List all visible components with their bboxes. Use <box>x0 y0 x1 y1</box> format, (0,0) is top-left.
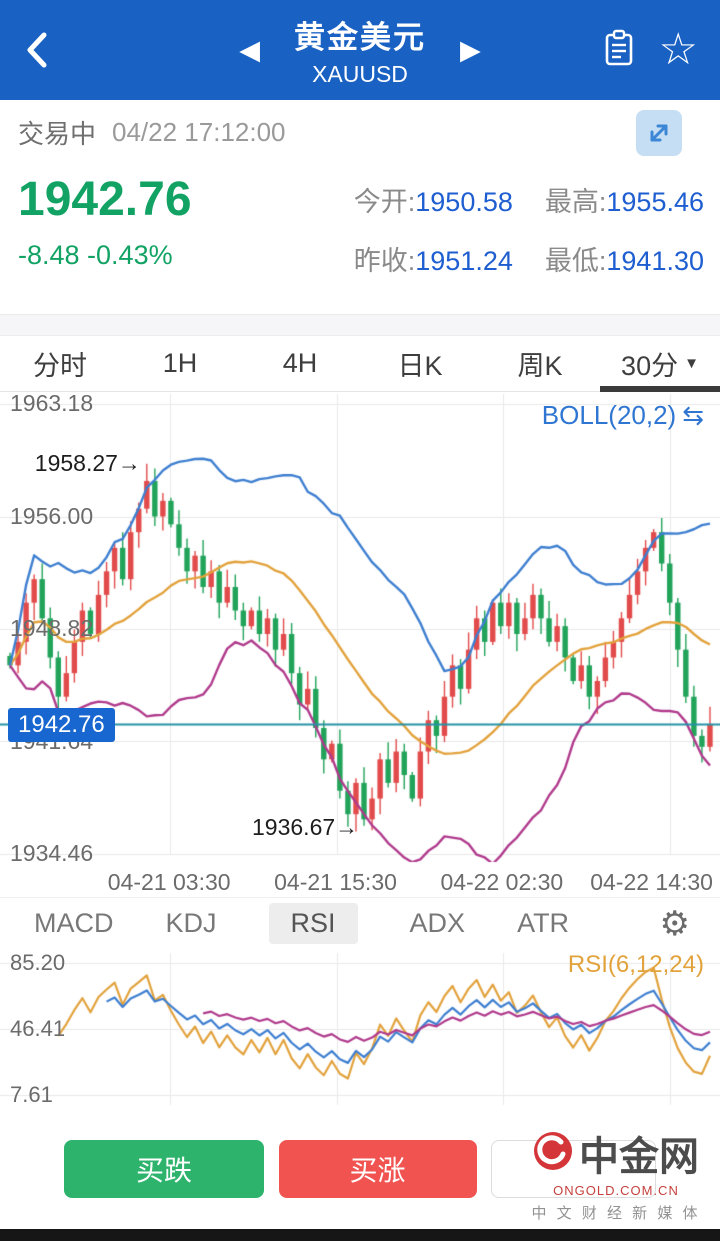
tab-label: 分时 <box>33 351 87 381</box>
tab-timeline[interactable]: 分时 <box>0 336 120 391</box>
selected-tab-underline <box>600 386 720 392</box>
watermark-tagline: 中 文 财 经 新 媒 体 <box>531 1205 701 1222</box>
order-button[interactable] <box>491 1140 656 1198</box>
rsi-y-label: 46.41 <box>10 1015 66 1041</box>
tab-rsi[interactable]: RSI <box>268 903 358 944</box>
section-divider <box>0 314 720 336</box>
high-value: 1955.46 <box>606 187 704 217</box>
rsi-indicator-label: RSI(6,12,24) <box>567 951 704 978</box>
quote-section: 1942.76 -8.48 -0.43% 今开:1950.58 最高:1955.… <box>0 164 720 314</box>
low-annotation: 1936.67→ <box>252 813 359 840</box>
fullscreen-expand-icon[interactable] <box>636 110 682 156</box>
buy-button-label: 买涨 <box>349 1155 406 1186</box>
watermark-logo-icon <box>533 1131 573 1176</box>
watermark-brand: 中金网 <box>579 1135 699 1179</box>
indicator-tab-bar: MACD KDJ RSI ADX ATR ⚙ <box>0 897 720 949</box>
tab-label: 日K <box>397 351 443 381</box>
prev-symbol-icon[interactable]: ◀ <box>239 34 260 65</box>
page-title: 黄金美元 <box>294 20 426 55</box>
tab-daily[interactable]: 日K <box>360 336 480 391</box>
chevron-down-icon: ▼ <box>684 355 699 372</box>
header-actions: ☆ <box>603 0 698 100</box>
sell-button[interactable]: 买跌 <box>64 1140 264 1198</box>
tab-adx[interactable]: ADX <box>409 908 466 938</box>
high-annotation: 1958.27→ <box>34 449 141 476</box>
tab-label: 4H <box>282 348 318 378</box>
high-stat: 最高:1955.46 <box>545 180 704 219</box>
rsi-chart[interactable] <box>0 949 720 1109</box>
main-chart-panel: BOLL(20,2) ⇆ 1963.18 1956.00 1948.82 194… <box>0 390 720 897</box>
candlestick-chart[interactable] <box>0 392 720 867</box>
quote-stats: 今开:1950.58 最高:1955.46 昨收:1951.24 最低:1941… <box>354 180 704 278</box>
stats-row: 今开:1950.58 最高:1955.46 <box>354 180 704 219</box>
period-tab-bar: 分时 1H 4H 日K 周K 30分 ▼ <box>0 336 720 392</box>
watermark-header: 中金网 <box>518 1124 714 1182</box>
open-value: 1950.58 <box>415 187 513 217</box>
buy-button[interactable]: 买涨 <box>278 1140 477 1198</box>
status-row: 交易中 04/22 17:12:00 <box>0 100 720 164</box>
sell-button-label: 买跌 <box>135 1155 192 1186</box>
symbol-switcher: ◀ 黄金美元 XAUUSD ▶ <box>0 0 720 100</box>
open-stat: 今开:1950.58 <box>354 180 513 219</box>
high-label: 最高: <box>544 187 607 217</box>
x-axis-label: 04-22 02:30 <box>440 869 564 895</box>
low-label: 最低: <box>544 246 607 276</box>
app-header: ◀ 黄金美元 XAUUSD ▶ ☆ <box>0 0 720 100</box>
y-axis-label: 1963.18 <box>10 390 94 416</box>
tab-atr[interactable]: ATR <box>517 908 570 938</box>
tab-1h[interactable]: 1H <box>120 336 240 391</box>
x-axis-label: 04-21 15:30 <box>274 869 397 895</box>
rsi-panel: RSI(6,12,24) 85.20 46.41 7.61 <box>0 949 720 1109</box>
swap-indicator-icon: ⇆ <box>682 400 704 430</box>
y-axis-label: 1934.46 <box>10 840 94 866</box>
prev-close-label: 昨收: <box>353 246 416 276</box>
stats-row: 昨收:1951.24 最低:1941.30 <box>354 239 704 278</box>
symbol-code: XAUUSD <box>312 61 408 87</box>
next-symbol-icon[interactable]: ▶ <box>460 34 481 65</box>
low-stat: 最低:1941.30 <box>545 239 704 278</box>
tab-kdj[interactable]: KDJ <box>165 908 217 938</box>
gear-icon[interactable]: ⚙ <box>659 904 690 943</box>
price-change: -8.48 -0.43% <box>18 240 173 270</box>
tab-4h[interactable]: 4H <box>240 336 360 391</box>
prev-close-value: 1951.24 <box>415 246 513 276</box>
x-axis-label: 04-21 03:30 <box>107 869 231 895</box>
rsi-y-label: 85.20 <box>10 950 66 975</box>
x-axis-label: 04-22 14:30 <box>590 869 713 895</box>
boll-label-text: BOLL(20,2) <box>541 400 677 430</box>
current-price-tag: 1942.76 <box>8 707 115 742</box>
last-price: 1942.76 <box>18 173 192 226</box>
watermark-domain: ONGOLD.COM.CN <box>553 1183 679 1198</box>
y-axis-label: 1956.00 <box>10 502 94 529</box>
boll-indicator-label[interactable]: BOLL(20,2) ⇆ <box>542 400 704 431</box>
trading-status: 交易中 <box>18 118 97 149</box>
trade-actions: 买跌 买涨 <box>0 1109 720 1229</box>
back-icon[interactable] <box>22 30 52 75</box>
rsi-y-label: 7.61 <box>10 1082 53 1107</box>
system-nav-bar <box>0 1229 720 1241</box>
symbol-title-block: 黄金美元 XAUUSD <box>294 12 426 88</box>
tab-weekly[interactable]: 周K <box>480 336 600 391</box>
favorite-star-icon[interactable]: ☆ <box>658 25 698 74</box>
tab-label: 30分 <box>621 351 679 381</box>
prev-close-stat: 昨收:1951.24 <box>354 239 513 278</box>
tab-label: 1H <box>162 348 198 378</box>
tab-30min[interactable]: 30分 ▼ <box>600 336 720 391</box>
y-axis-label: 1948.82 <box>10 615 94 641</box>
low-value: 1941.30 <box>606 246 704 276</box>
order-list-icon[interactable] <box>603 28 635 73</box>
status-datetime: 04/22 17:12:00 <box>112 116 286 147</box>
tab-macd[interactable]: MACD <box>34 908 114 938</box>
open-label: 今开: <box>353 187 416 217</box>
watermark: 中金网 ONGOLD.COM.CN 中 文 财 经 新 媒 体 <box>518 1124 714 1223</box>
tab-label: 周K <box>517 351 563 381</box>
